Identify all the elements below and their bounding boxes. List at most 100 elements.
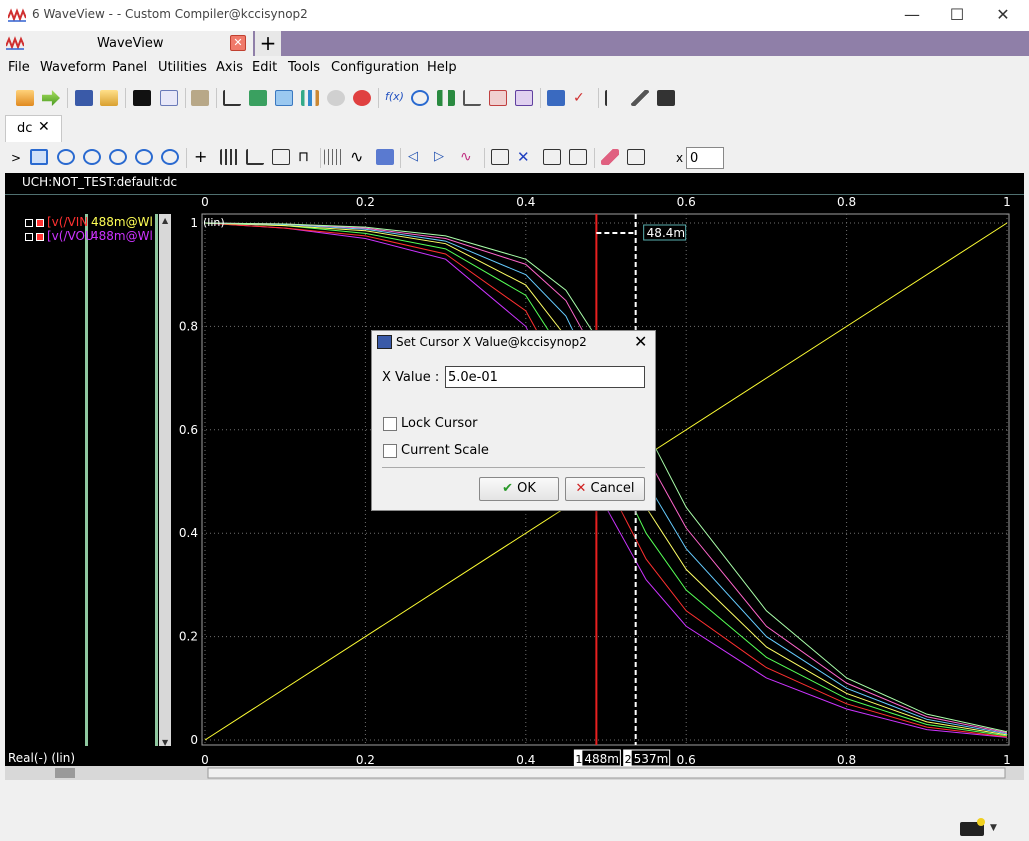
axis-icon[interactable] — [463, 90, 481, 106]
grid-table-icon[interactable] — [275, 90, 293, 106]
check-wave-icon[interactable]: ✓ — [573, 90, 585, 106]
maximize-button[interactable]: ☐ — [949, 5, 965, 24]
previous-point-icon[interactable]: ◁ — [408, 149, 418, 164]
close-window-button[interactable]: ✕ — [996, 5, 1010, 24]
menu-panel[interactable]: Panel — [112, 60, 148, 75]
delete-cursor-icon[interactable]: ✕ — [517, 148, 530, 166]
grid-toggle-icon[interactable] — [324, 149, 342, 165]
zoom-y-icon[interactable] — [135, 149, 153, 165]
measure-icon[interactable] — [627, 149, 645, 165]
close-tab-icon[interactable]: ✕ — [230, 35, 246, 51]
new-tab-button[interactable]: + — [255, 31, 281, 56]
zoom-x-icon[interactable] — [109, 149, 127, 165]
function-icon[interactable]: f(x) — [385, 90, 404, 103]
x-tick-label-bottom: 0.2 — [356, 753, 375, 767]
menu-file[interactable]: File — [8, 60, 30, 75]
lock-cursor-checkbox[interactable] — [383, 417, 397, 431]
scroll-down-icon[interactable]: ▼ — [162, 738, 169, 747]
x-scrollbar-thumb[interactable] — [207, 767, 1006, 779]
menu-waveform[interactable]: Waveform — [40, 60, 106, 75]
scroll-up-icon[interactable]: ▲ — [162, 216, 169, 225]
legend-vin-value: 488m@Wl — [91, 215, 153, 229]
open-waveform-icon[interactable] — [16, 90, 34, 106]
vertical-lines-icon[interactable] — [220, 149, 238, 165]
sine-wave-icon[interactable]: ∿ — [350, 147, 364, 166]
x-value-field[interactable] — [445, 366, 645, 388]
signal-name-splitter[interactable] — [85, 214, 88, 746]
panel-path-label: UCH:NOT_TEST:default:dc — [22, 175, 178, 189]
globe-icon[interactable] — [327, 90, 345, 106]
close-dc-tab-icon[interactable]: ✕ — [38, 119, 50, 135]
plot-frame — [201, 213, 1010, 746]
console-icon[interactable] — [960, 822, 984, 836]
menu-utilities[interactable]: Utilities — [158, 60, 207, 75]
slope-icon[interactable] — [246, 149, 264, 165]
legend-item-vin[interactable]: [v(/VIN 488m@Wl — [25, 215, 153, 229]
legend-item-vout[interactable]: [v(/VOU 488m@Wl — [25, 229, 153, 243]
table-icon[interactable] — [160, 90, 178, 106]
app-tab-waveview[interactable]: WaveView ✕ — [0, 31, 253, 56]
package-icon[interactable] — [191, 90, 209, 106]
paste-panel-icon[interactable] — [515, 90, 533, 106]
zoom-fit-icon[interactable] — [30, 149, 48, 165]
zoom-out-icon[interactable] — [83, 149, 101, 165]
menu-axis[interactable]: Axis — [216, 60, 243, 75]
save-icon[interactable] — [75, 90, 93, 106]
header-divider — [5, 194, 1024, 195]
signal-list-hscroll-thumb[interactable] — [55, 768, 75, 778]
ok-button[interactable]: ✔ OK — [479, 477, 559, 501]
forward-arrow-icon[interactable] — [42, 90, 60, 106]
menu-tools[interactable]: Tools — [288, 60, 321, 75]
wave-cursor-icon[interactable]: ∿ — [460, 149, 472, 165]
tab-dc[interactable]: dc ✕ — [5, 115, 62, 142]
move-cursor-icon[interactable] — [569, 149, 587, 165]
cursor-1-value: 488m — [584, 752, 619, 766]
select-box-icon[interactable] — [491, 149, 509, 165]
eraser-icon[interactable] — [601, 149, 619, 165]
cancel-button[interactable]: ✕ Cancel — [565, 477, 645, 501]
bar-chart-icon[interactable] — [301, 90, 319, 106]
visibility-toggle-icon[interactable] — [36, 232, 44, 241]
marker-icon[interactable] — [376, 149, 394, 165]
window-stack-icon[interactable] — [547, 90, 565, 106]
y-tick-label: 0.6 — [179, 423, 198, 437]
copy-cursor-icon[interactable] — [543, 149, 561, 165]
current-scale-checkbox[interactable] — [383, 444, 397, 458]
hammer-icon[interactable] — [631, 90, 649, 106]
menu-help[interactable]: Help — [427, 60, 457, 75]
x-axis-label: Real(-) (lin) — [8, 751, 76, 765]
expand-toggle-icon[interactable] — [25, 218, 33, 227]
pulse-icon[interactable]: ⊓ — [298, 149, 309, 165]
refresh-plot-icon[interactable] — [249, 90, 267, 106]
dialog-close-icon[interactable]: ✕ — [634, 332, 648, 351]
signal-list-scrollbar[interactable] — [159, 214, 171, 746]
line-chart-icon[interactable] — [223, 90, 241, 106]
visibility-toggle-icon[interactable] — [36, 218, 44, 227]
calculator-icon[interactable] — [657, 90, 675, 106]
next-point-icon[interactable]: ▷ — [434, 149, 444, 164]
menu-edit[interactable]: Edit — [252, 60, 278, 75]
target-icon[interactable] — [353, 90, 371, 106]
minimize-button[interactable]: — — [904, 5, 920, 24]
menu-configuration[interactable]: Configuration — [331, 60, 420, 75]
folder-icon[interactable] — [100, 90, 118, 106]
expand-toggle-icon[interactable] — [25, 232, 33, 241]
notification-dot-icon — [977, 818, 985, 826]
magnifier-icon[interactable] — [411, 90, 429, 106]
zoom-in-icon[interactable] — [57, 149, 75, 165]
expand-toolbar-button[interactable]: > — [11, 151, 22, 165]
signal-value-splitter[interactable] — [155, 214, 158, 746]
crosshair-icon[interactable]: + — [194, 147, 208, 166]
console-dropdown-icon[interactable]: ▼ — [990, 823, 997, 833]
x-tick-label-top: 0.6 — [677, 195, 696, 209]
text-annotation-icon[interactable] — [272, 149, 290, 165]
terminal-icon[interactable] — [133, 90, 151, 106]
menu-bar: File Waveform Panel Utilities Axis Edit … — [0, 57, 1029, 79]
hierarchy-icon[interactable] — [605, 90, 623, 106]
histogram-icon[interactable] — [437, 90, 455, 106]
x-value-field-label: X Value : — [382, 370, 440, 385]
copy-panel-icon[interactable] — [489, 90, 507, 106]
x-value-input[interactable] — [686, 147, 724, 169]
zoom-box-icon[interactable] — [161, 149, 179, 165]
cursor-2-number: 2 — [625, 753, 632, 766]
